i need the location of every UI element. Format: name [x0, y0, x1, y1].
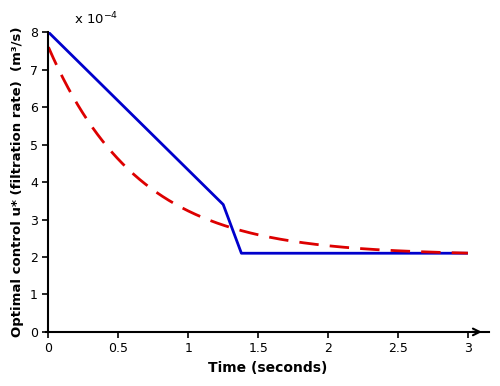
- Text: x 10$^{-4}$: x 10$^{-4}$: [74, 11, 118, 28]
- Y-axis label: Optimal control u* (filtration rate)  (m³/s): Optimal control u* (filtration rate) (m³…: [12, 27, 24, 337]
- X-axis label: Time (seconds): Time (seconds): [208, 361, 327, 375]
